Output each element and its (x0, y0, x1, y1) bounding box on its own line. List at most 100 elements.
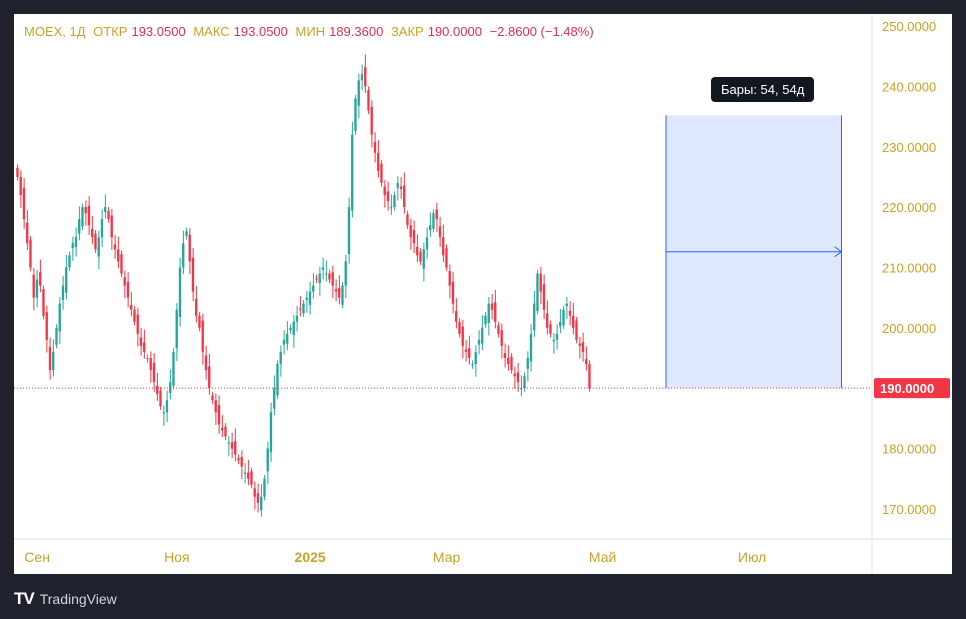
candle-body (542, 284, 546, 310)
candle-body (247, 472, 250, 479)
candlestick-chart[interactable]: 170.0000 180.0000 190.0000 200.0000 210.0000… (14, 14, 952, 574)
legend-symbol: MOEX, 1Д (24, 24, 86, 39)
candle-body (68, 255, 71, 268)
candle-body (61, 285, 65, 301)
candle-body (133, 309, 136, 322)
candle-body (445, 248, 448, 268)
candle-body (429, 225, 432, 231)
candle-body (279, 351, 282, 364)
candle-body (146, 357, 149, 360)
candle-body (87, 205, 91, 226)
candle-body (425, 237, 429, 250)
legend-high-label: МАКС (193, 24, 230, 39)
candle-body (383, 186, 386, 196)
measure-tooltip: Бары: 54, 54д (711, 77, 815, 102)
candle-body (393, 195, 396, 208)
candle-body (520, 388, 523, 390)
candle-body (198, 315, 201, 328)
candle-body (260, 496, 263, 511)
candle-body (250, 471, 253, 485)
candle-body (497, 325, 500, 334)
candle-body (318, 273, 321, 284)
candle-body (256, 493, 260, 503)
candle-body (42, 289, 45, 316)
footer-brand[interactable]: TV TradingView (14, 589, 117, 609)
candle-body (159, 390, 162, 407)
candle-body (227, 442, 230, 444)
price-tick-label: 200.0000 (882, 321, 936, 336)
candle-body (503, 353, 507, 358)
price-tick-label: 170.0000 (882, 502, 936, 517)
candle-body (97, 237, 100, 257)
candle-body (282, 339, 286, 345)
candle-body (474, 351, 477, 364)
candle-body (78, 219, 81, 234)
candle-body (104, 207, 107, 212)
candle-body (386, 191, 390, 202)
candle-body (552, 339, 555, 342)
price-tick-label: 230.0000 (882, 140, 936, 155)
candle-body (253, 488, 256, 497)
candle-body (468, 348, 471, 358)
candle-body (16, 167, 19, 177)
candle-body (204, 355, 208, 371)
candle-body (572, 315, 575, 328)
price-tick-label: 210.0000 (882, 260, 936, 275)
candle-body (516, 372, 520, 383)
candle-body (373, 141, 377, 153)
candle-body (464, 349, 468, 352)
candle-body (55, 327, 58, 345)
candle-body (347, 207, 351, 255)
candle-body (529, 333, 533, 362)
candle-body (338, 287, 341, 298)
candle-body (123, 277, 126, 286)
candle-body (513, 373, 516, 377)
candle-body (188, 234, 191, 262)
candle-body (152, 362, 156, 383)
price-tick-label: 240.0000 (882, 79, 936, 94)
candle-body (354, 98, 357, 132)
tradingview-logo-icon: TV (14, 589, 35, 608)
candle-body (305, 297, 308, 301)
candle-body (357, 80, 360, 106)
candle-body (315, 278, 318, 280)
candle-body (581, 342, 585, 352)
measure-arrow-head-icon (834, 246, 843, 258)
candle-body (224, 426, 227, 437)
candle-body (344, 261, 347, 286)
candle-body (182, 243, 185, 268)
candle-body (201, 320, 204, 352)
candle-body (165, 400, 169, 413)
candle-body (185, 231, 188, 237)
candle-body (312, 285, 315, 292)
candle-body (169, 382, 172, 393)
candle-body (494, 302, 497, 322)
candle-body (58, 303, 61, 332)
candle-body (120, 254, 123, 274)
candle-body (370, 106, 373, 135)
time-tick-label: 2025 (295, 549, 326, 565)
candle-body (568, 310, 572, 316)
candle-body (91, 228, 94, 238)
candle-body (549, 324, 552, 334)
legend-open-label: ОТКР (93, 24, 128, 39)
brand-name: TradingView (39, 591, 117, 607)
candle-body (507, 357, 510, 364)
candle-body (341, 285, 344, 305)
candle-body (276, 364, 279, 396)
candle-body (240, 456, 243, 467)
ohlc-legend: MOEX, 1Д ОТКР 193.0500 МАКС 193.0500 МИН 18… (24, 24, 598, 39)
candle-body (243, 472, 247, 474)
candle-body (328, 273, 331, 280)
candle-body (292, 321, 295, 336)
candle-body (289, 327, 292, 331)
candle-body (29, 239, 32, 268)
candle-body (334, 289, 338, 292)
candle-body (500, 330, 503, 346)
candle-body (331, 272, 334, 286)
candle-body (380, 163, 383, 183)
candle-body (377, 152, 380, 171)
chart-panel[interactable]: 170.0000 180.0000 190.0000 200.0000 210.0000… (14, 14, 952, 574)
legend-change: −2.8600 (−1.48%) (489, 24, 594, 39)
candle-body (35, 279, 39, 298)
